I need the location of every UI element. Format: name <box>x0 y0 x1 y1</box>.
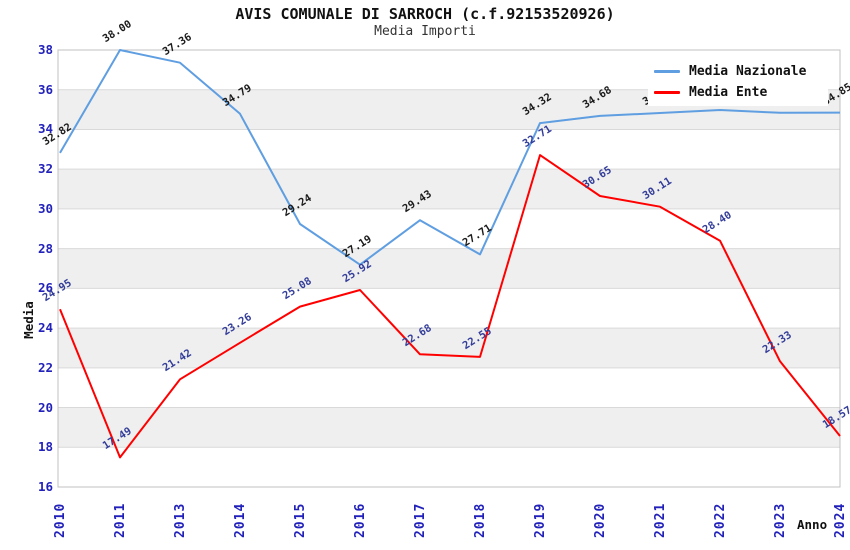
y-axis-tick-label: 34 <box>37 121 53 137</box>
x-axis-title: Anno <box>797 517 828 532</box>
chart-subtitle: Media Importi <box>374 24 476 39</box>
series-line <box>59 154 841 459</box>
x-axis-tick-label: 2013 <box>173 502 188 538</box>
y-axis-tick-label: 26 <box>37 280 53 296</box>
y-axis-tick-label: 36 <box>37 81 53 97</box>
x-axis-tick-label: 2024 <box>833 502 848 538</box>
x-axis-tick-label: 2018 <box>473 502 488 538</box>
x-axis-tick-label: 2016 <box>353 502 368 538</box>
x-axis-tick-label: 2020 <box>593 502 608 538</box>
x-axis-tick-label: 2023 <box>773 502 788 538</box>
legend-line-icon <box>654 70 680 73</box>
y-axis-tick-label: 18 <box>37 439 53 455</box>
legend-label: Media Nazionale <box>689 64 807 79</box>
legend-item-media-nazionale: Media Nazionale <box>654 64 828 79</box>
y-axis-tick-label: 32 <box>37 161 53 177</box>
x-axis-tick-label: 2019 <box>533 502 548 538</box>
x-axis-tick-label: 2014 <box>233 502 248 538</box>
legend-line-icon <box>654 91 680 94</box>
y-axis-tick-label: 20 <box>37 399 53 415</box>
y-axis-tick-label: 30 <box>37 200 53 216</box>
x-axis-tick-label: 2017 <box>413 502 428 538</box>
chart-title: AVIS COMUNALE DI SARROCH (c.f.9215352092… <box>235 5 615 23</box>
y-axis-tick-label: 16 <box>37 479 53 494</box>
x-axis-tick-label: 2015 <box>293 502 308 538</box>
legend-label: Media Ente <box>689 85 768 100</box>
chart-legend: Media Nazionale Media Ente <box>648 58 828 106</box>
x-axis-tick-label: 2021 <box>653 502 668 538</box>
series-line <box>59 49 841 266</box>
y-axis-tick-label: 24 <box>37 320 53 336</box>
legend-item-media-ente: Media Ente <box>654 85 828 100</box>
x-axis-tick-label: 2011 <box>113 502 128 538</box>
y-axis-tick-label: 22 <box>37 359 53 375</box>
x-axis-tick-label: 2010 <box>53 502 68 538</box>
x-axis-tick-label: 2022 <box>713 502 728 538</box>
y-axis-tick-label: 28 <box>37 240 53 256</box>
y-axis-tick-label: 38 <box>37 42 53 57</box>
